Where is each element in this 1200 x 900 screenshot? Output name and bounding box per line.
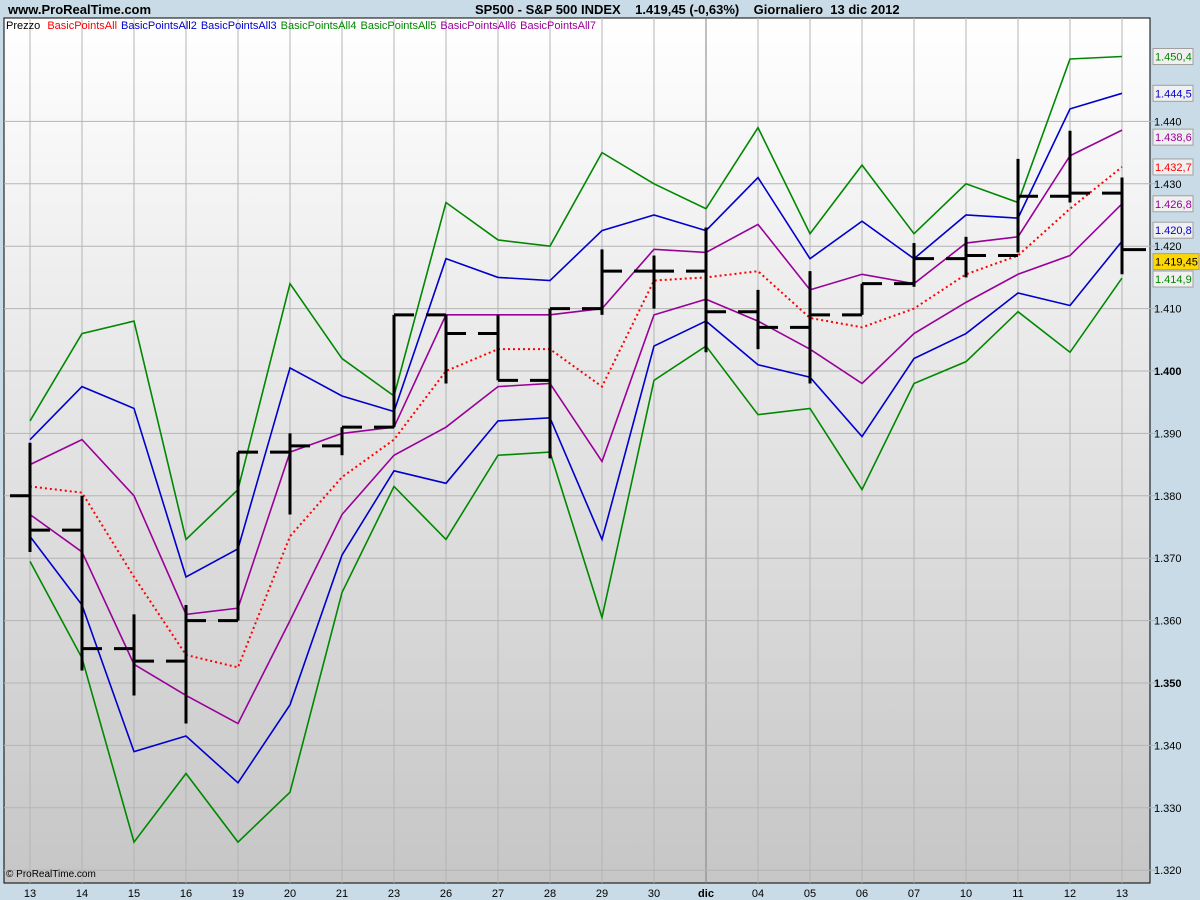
x-tick-label: 21: [336, 888, 348, 900]
x-tick-label: 19: [232, 888, 244, 900]
legend-item: BasicPointsAll6: [440, 20, 517, 32]
series-line-BasicPointsAll2: [29, 92, 1123, 579]
series-line-BasicPointsAll4: [29, 55, 1123, 542]
x-tick-label: 04: [752, 888, 764, 900]
y-tick-label: 1.340: [1154, 740, 1182, 752]
x-tick-label: 23: [388, 888, 400, 900]
last-value-label: 1.444,5: [1155, 88, 1192, 100]
last-value-badges: 1.450,4 1.444,5 1.438,6 1.432,7 1.426,8 1.420…: [1152, 48, 1200, 288]
legend-item: BasicPointsAll: [47, 20, 118, 32]
copyright: © ProRealTime.com: [6, 869, 96, 880]
last-value-badge: [1152, 128, 1194, 146]
x-tick-label: 13: [24, 888, 36, 900]
x-tick-label: 27: [492, 888, 504, 900]
series-line-BasicPointsAll6: [29, 129, 1123, 616]
x-tick-label: 28: [544, 888, 556, 900]
series-line-BasicPointsAll3: [29, 240, 1123, 785]
series-line-BasicPointsAll7: [29, 203, 1123, 725]
x-tick-label: 05: [804, 888, 816, 900]
x-tick-label: 20: [284, 888, 296, 900]
y-tick-label: 1.420: [1154, 241, 1182, 253]
last-value-badge: [1152, 158, 1194, 176]
y-tick-label: 1.400: [1154, 366, 1182, 378]
last-value-label: 1.419,45: [1155, 257, 1198, 269]
y-tick-label: 1.350: [1154, 678, 1182, 690]
last-value-label: 1.432,7: [1155, 162, 1192, 174]
x-tick-label: 07: [908, 888, 920, 900]
x-tick-label: 12: [1064, 888, 1076, 900]
x-tick-label: dic: [698, 888, 714, 900]
x-tick-label: 06: [856, 888, 868, 900]
last-value-badge: [1152, 221, 1194, 239]
last-value-label: 1.450,4: [1155, 52, 1192, 64]
last-value-label: 1.420,8: [1155, 225, 1192, 237]
x-tick-label: 16: [180, 888, 192, 900]
x-axis: 13 14 15 16 19 20 21 23 26 27 28 29 30 dic 04 05 06 07 10 1…: [24, 888, 1128, 900]
chart-title: SP500 - S&P 500 INDEX 1.419,45 (-0,63%) …: [475, 2, 900, 17]
last-value-badge: [1152, 48, 1194, 66]
legend-item: BasicPointsAll5: [360, 20, 437, 32]
y-tick-label: 1.360: [1154, 616, 1182, 628]
legend-item: BasicPointsAll7: [520, 20, 596, 32]
price-bars: [10, 130, 1146, 724]
last-value-label: 1.426,8: [1155, 199, 1192, 211]
last-value-badge: [1152, 270, 1194, 288]
indicator-lines: [29, 55, 1123, 844]
y-tick-label: 1.390: [1154, 428, 1182, 440]
y-tick-label: 1.320: [1154, 865, 1182, 877]
x-tick-label: 29: [596, 888, 608, 900]
legend-item: BasicPointsAll4: [280, 20, 357, 32]
y-tick-label: 1.330: [1154, 803, 1182, 815]
last-value-label: 1.414,9: [1155, 274, 1192, 286]
x-tick-label: 26: [440, 888, 452, 900]
series-line-BasicPointsAll5: [29, 277, 1123, 844]
legend-item: BasicPointsAll3: [200, 20, 277, 32]
legend: Prezzo BasicPointsAll BasicPointsAll2 Basi…: [6, 20, 600, 32]
y-axis: 1.320 1.330 1.340 1.350 1.360 1.370 1.380 1.390…: [1154, 116, 1182, 877]
last-value-badge: [1152, 84, 1194, 102]
last-value-badge: [1152, 253, 1200, 271]
legend-price: Prezzo: [6, 20, 41, 32]
y-tick-label: 1.380: [1154, 491, 1182, 503]
x-tick-label: 15: [128, 888, 140, 900]
y-tick-label: 1.410: [1154, 304, 1182, 316]
y-tick-label: 1.430: [1154, 179, 1182, 191]
x-tick-label: 13: [1116, 888, 1128, 900]
plot-area: [3, 17, 1151, 884]
last-value-badge: [1152, 195, 1194, 213]
series-line-BasicPointsAll: [29, 166, 1123, 669]
x-tick-label: 14: [76, 888, 88, 900]
site-name: www.ProRealTime.com: [8, 2, 152, 17]
y-tick-label: 1.370: [1154, 553, 1182, 565]
x-tick-label: 11: [1012, 888, 1023, 900]
last-value-label: 1.438,6: [1155, 132, 1192, 144]
y-tick-label: 1.440: [1154, 116, 1182, 128]
x-tick-label: 10: [960, 888, 972, 900]
x-tick-label: 30: [648, 888, 660, 900]
legend-item: BasicPointsAll2: [121, 20, 197, 32]
